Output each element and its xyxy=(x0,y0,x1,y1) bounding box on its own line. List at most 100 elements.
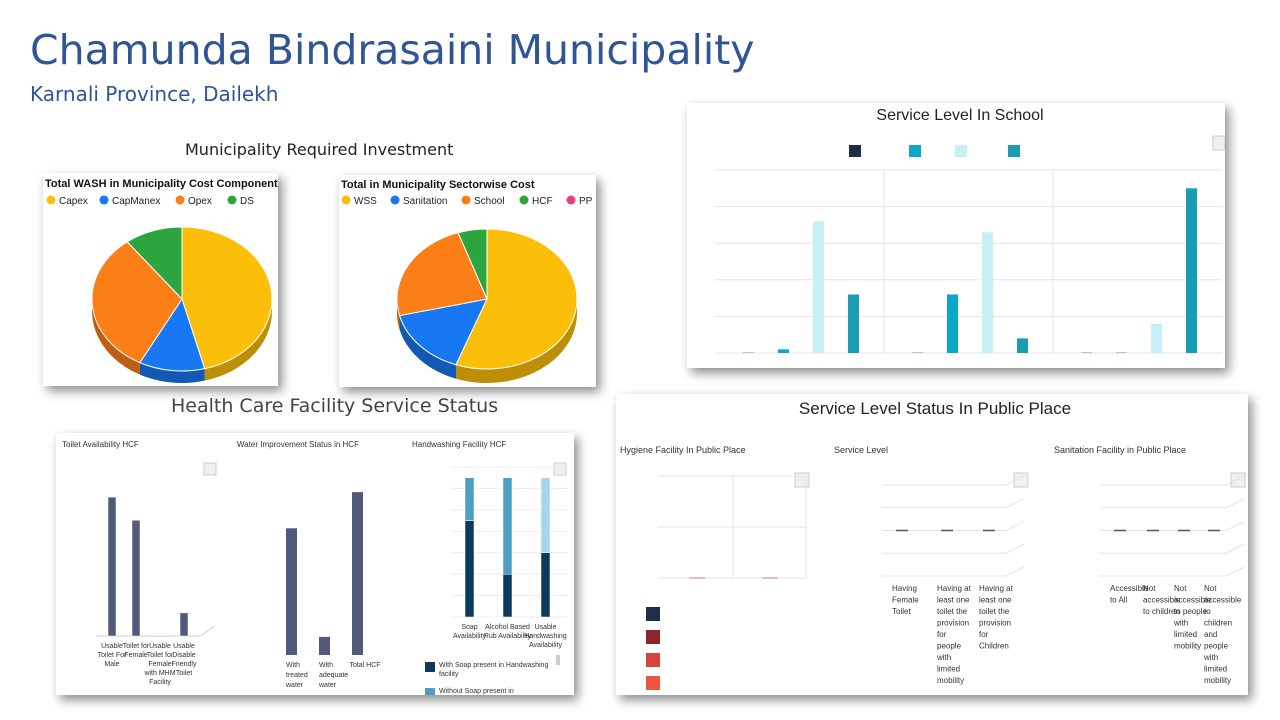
legend-marker-hygiene xyxy=(646,653,660,667)
legend-marker-with-soap xyxy=(425,662,435,672)
x-tick-label: for xyxy=(979,630,989,639)
legend-label-capex: Capex xyxy=(59,196,88,207)
legend-marker-basic xyxy=(909,145,921,157)
x-tick-label: Friendly xyxy=(172,661,197,668)
legend-scrollbar xyxy=(556,655,560,665)
chart-menu-button[interactable] xyxy=(1013,472,1029,488)
legend-marker-sanitation xyxy=(390,195,400,205)
legend-label-school: School xyxy=(474,196,505,207)
bar-limited xyxy=(982,232,993,353)
x-tick-label: Rub Availability xyxy=(484,633,532,640)
x-tick-label: Children xyxy=(979,642,1009,651)
legend-marker-ds xyxy=(227,195,237,205)
x-tick-label: Male xyxy=(104,661,119,668)
pie-slice-sanitation xyxy=(398,298,488,366)
chart-title: Water Improvement Status in HCF xyxy=(237,440,359,449)
pie-card-sectorwise: Total in Municipality Sectorwise Cost WS… xyxy=(339,175,596,387)
pie-slice-side-capex xyxy=(204,299,272,381)
x-tick-label: to children xyxy=(1143,607,1180,616)
x-tick-label: with MHM xyxy=(143,670,175,677)
pie-chart-sectorwise: Total in Municipality Sectorwise Cost WS… xyxy=(341,179,593,383)
x-tick-label: With xyxy=(286,662,300,669)
chart-menu-button[interactable] xyxy=(203,462,217,476)
x-tick-label: toilet the xyxy=(979,607,1010,616)
x-tick-label: Toilet For xyxy=(98,652,127,659)
bar-limited xyxy=(1151,323,1162,353)
legend-marker-no-service xyxy=(1008,145,1020,157)
x-tick-label: Alcohol Based xyxy=(485,624,530,631)
x-tick-label: Soap xyxy=(461,624,477,631)
chart-title: Toilet Availability HCF xyxy=(62,440,139,449)
x-tick-label: mobility xyxy=(1174,642,1201,651)
pie-slice-school xyxy=(396,232,488,317)
legend-marker-limited xyxy=(955,145,967,157)
chart-title: Handwashing Facility HCF xyxy=(412,440,506,449)
x-tick-label: treated xyxy=(286,672,308,679)
chart-menu-button[interactable] xyxy=(553,462,567,476)
legend-marker-school xyxy=(461,195,471,205)
bar-water xyxy=(319,636,330,655)
x-tick-label: Accessible xyxy=(1110,584,1149,593)
pie-slice-wss xyxy=(455,228,578,370)
bar-advanced xyxy=(912,352,923,353)
x-tick-label: Toilet xyxy=(176,670,192,677)
legend-label-sanitation: Sanitation xyxy=(403,196,447,207)
x-tick-label: for xyxy=(937,630,947,639)
legend-label-without-soap: Without Soap present in xyxy=(439,688,514,695)
bar-basic xyxy=(1116,352,1127,353)
bar-no-service xyxy=(848,294,859,353)
pie-slice-ds xyxy=(126,226,183,301)
x-tick-label: limited xyxy=(937,665,960,674)
x-tick-label: accessible xyxy=(1143,596,1181,605)
x-tick-label: Availability xyxy=(453,633,486,640)
public-place-panel: Service Level Status In Public Place Hyg… xyxy=(616,394,1248,695)
gridline-depth xyxy=(1225,475,1245,486)
legend-label-opex: Opex xyxy=(188,196,212,207)
legend-label-with-soap: With Soap present in Handwashing xyxy=(439,662,548,669)
legend-marker-hygiene xyxy=(646,630,660,644)
pie-slice-side-school xyxy=(397,299,400,330)
section-title: Service Level Status In Public Place xyxy=(799,399,1071,418)
pie-slice-side-sanitation xyxy=(399,315,456,379)
bar-segment-handwashing xyxy=(540,552,551,618)
bar-advanced xyxy=(743,352,754,353)
chart-title: Total WASH in Municipality Cost Componen… xyxy=(45,178,278,190)
chart-title: Sanitation Facility in Public Place xyxy=(1054,445,1186,455)
investment-section-title: Municipality Required Investment xyxy=(185,140,454,159)
chart-menu-button[interactable] xyxy=(1230,472,1246,488)
x-tick-label: Toilet for xyxy=(123,643,150,650)
legend-label-hcf: HCF xyxy=(532,196,553,207)
bar-segment-handwashing xyxy=(502,573,513,618)
page-title: Chamunda Bindrasaini Municipality xyxy=(30,26,755,74)
pie-slice-side-opex xyxy=(92,299,140,375)
x-tick-label: with xyxy=(1173,619,1188,628)
bar-toilet xyxy=(107,496,117,637)
legend-marker-capex xyxy=(46,195,56,205)
x-tick-label: limited xyxy=(1204,665,1227,674)
hcf-panel: Toilet Availability HCF Water Improvemen… xyxy=(56,433,574,695)
legend-marker-pp xyxy=(566,195,576,205)
x-tick-label: Facility xyxy=(149,679,171,686)
pie-slice-capex xyxy=(181,226,273,370)
bar-segment-handwashing xyxy=(464,477,475,521)
x-tick-label: water xyxy=(285,682,304,689)
gridline-depth xyxy=(1005,521,1025,531)
x-tick-label: Total HCF xyxy=(349,662,380,669)
pie-slice-opex xyxy=(91,241,183,364)
x-tick-label: Availability xyxy=(529,642,562,649)
x-tick-label: Not xyxy=(1143,584,1156,593)
x-tick-label: mobility xyxy=(937,676,964,685)
x-tick-label: water xyxy=(318,682,337,689)
x-tick-label: Not xyxy=(1174,584,1187,593)
x-tick-label: accessible xyxy=(1204,596,1242,605)
school-bar-chart: Service Level In School xyxy=(715,107,1226,354)
legend-marker-opex xyxy=(175,195,185,205)
x-tick-label: with xyxy=(936,653,951,662)
chart-menu-button[interactable] xyxy=(794,472,810,488)
x-tick-label: provision xyxy=(979,619,1011,628)
x-tick-label: mobility xyxy=(1204,676,1231,685)
pie-slice-side-capmanex xyxy=(139,362,205,383)
x-tick-label: people xyxy=(937,642,962,651)
bar-advanced xyxy=(1081,352,1092,353)
chart-menu-button[interactable] xyxy=(1212,135,1226,151)
